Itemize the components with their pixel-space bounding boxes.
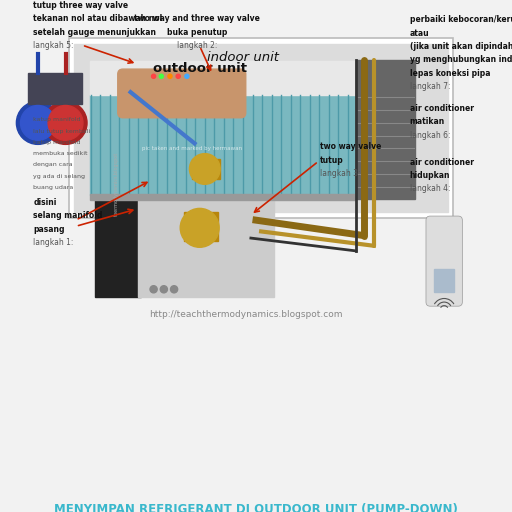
Circle shape	[176, 74, 180, 78]
FancyBboxPatch shape	[69, 38, 453, 218]
Text: air conditioner: air conditioner	[410, 158, 474, 167]
Bar	[184, 212, 218, 241]
Text: selang manifold: selang manifold	[33, 211, 102, 221]
Circle shape	[160, 286, 167, 293]
Text: buang udara: buang udara	[33, 185, 74, 190]
FancyBboxPatch shape	[118, 69, 246, 118]
Bar	[434, 269, 454, 292]
Text: yg menghubungkan indoor dan outdoor: yg menghubungkan indoor dan outdoor	[410, 55, 512, 65]
Text: buka penutup: buka penutup	[167, 28, 227, 37]
Text: thermodynamics.blogspot: thermodynamics.blogspot	[114, 152, 119, 217]
Text: (jika unit akan dipindahkan): (jika unit akan dipindahkan)	[410, 42, 512, 51]
Text: membuka sedikit: membuka sedikit	[33, 151, 88, 156]
Text: atau: atau	[410, 29, 429, 38]
Text: outdoor unit: outdoor unit	[153, 62, 247, 75]
Text: lalu tutup kembali: lalu tutup kembali	[33, 129, 91, 134]
Text: langkah 3:: langkah 3:	[320, 169, 360, 178]
Text: air conditioner: air conditioner	[410, 104, 474, 113]
Bar	[90, 95, 356, 195]
Text: langkah 2:: langkah 2:	[177, 41, 217, 50]
Text: tekanan nol atau dibawah nol: tekanan nol atau dibawah nol	[33, 14, 162, 24]
Bar	[90, 61, 356, 95]
Text: disini: disini	[33, 198, 57, 207]
Text: langkah 1:: langkah 1:	[33, 238, 74, 247]
Text: yg ada di selang: yg ada di selang	[33, 174, 86, 179]
Circle shape	[168, 74, 172, 78]
Bar	[90, 194, 356, 200]
Text: pic taken and marked by hermawan: pic taken and marked by hermawan	[142, 146, 242, 151]
Text: tutup: tutup	[320, 156, 344, 165]
Text: lepas koneksi pipa: lepas koneksi pipa	[410, 69, 490, 78]
Text: two way and three way valve: two way and three way valve	[134, 14, 260, 24]
Bar	[356, 60, 415, 199]
Circle shape	[20, 105, 55, 140]
Text: dengan cara: dengan cara	[33, 162, 73, 167]
Text: http://teachthermodynamics.blogspot.com: http://teachthermodynamics.blogspot.com	[149, 310, 343, 319]
FancyBboxPatch shape	[426, 216, 462, 306]
Text: tutup three way valve: tutup three way valve	[33, 1, 129, 10]
Text: MENYIMPAN REFRIGERANT DI OUTDOOR UNIT (PUMP-DOWN): MENYIMPAN REFRIGERANT DI OUTDOOR UNIT (P…	[54, 503, 458, 512]
Text: matikan: matikan	[410, 117, 445, 126]
Bar	[192, 159, 220, 179]
Circle shape	[150, 286, 157, 293]
Bar	[28, 73, 82, 104]
Circle shape	[185, 74, 189, 78]
Text: hidupkan: hidupkan	[410, 171, 450, 180]
Circle shape	[189, 154, 220, 184]
Text: langkah 7:: langkah 7:	[410, 82, 450, 91]
Bar	[95, 72, 141, 297]
Text: perbaiki kebocoran/kerusakan pipa: perbaiki kebocoran/kerusakan pipa	[410, 15, 512, 25]
Text: pasang: pasang	[33, 225, 65, 234]
Circle shape	[152, 74, 156, 78]
Circle shape	[16, 101, 59, 144]
Text: langkah 5:: langkah 5:	[33, 41, 74, 50]
Bar	[74, 44, 448, 212]
Text: katup manifold: katup manifold	[33, 117, 81, 122]
Circle shape	[170, 286, 178, 293]
Text: indoor unit: indoor unit	[207, 51, 279, 64]
Circle shape	[180, 208, 219, 247]
Text: langkah 6:: langkah 6:	[410, 131, 450, 140]
Circle shape	[48, 105, 83, 140]
Text: langkah 4:: langkah 4:	[410, 184, 450, 194]
Text: two way valve: two way valve	[320, 142, 381, 152]
Text: katup manifold: katup manifold	[33, 140, 81, 145]
Text: setelah gauge menunjukkan: setelah gauge menunjukkan	[33, 28, 156, 37]
Bar	[148, 72, 241, 81]
Circle shape	[44, 101, 87, 144]
Circle shape	[159, 74, 163, 78]
Bar	[138, 72, 274, 297]
